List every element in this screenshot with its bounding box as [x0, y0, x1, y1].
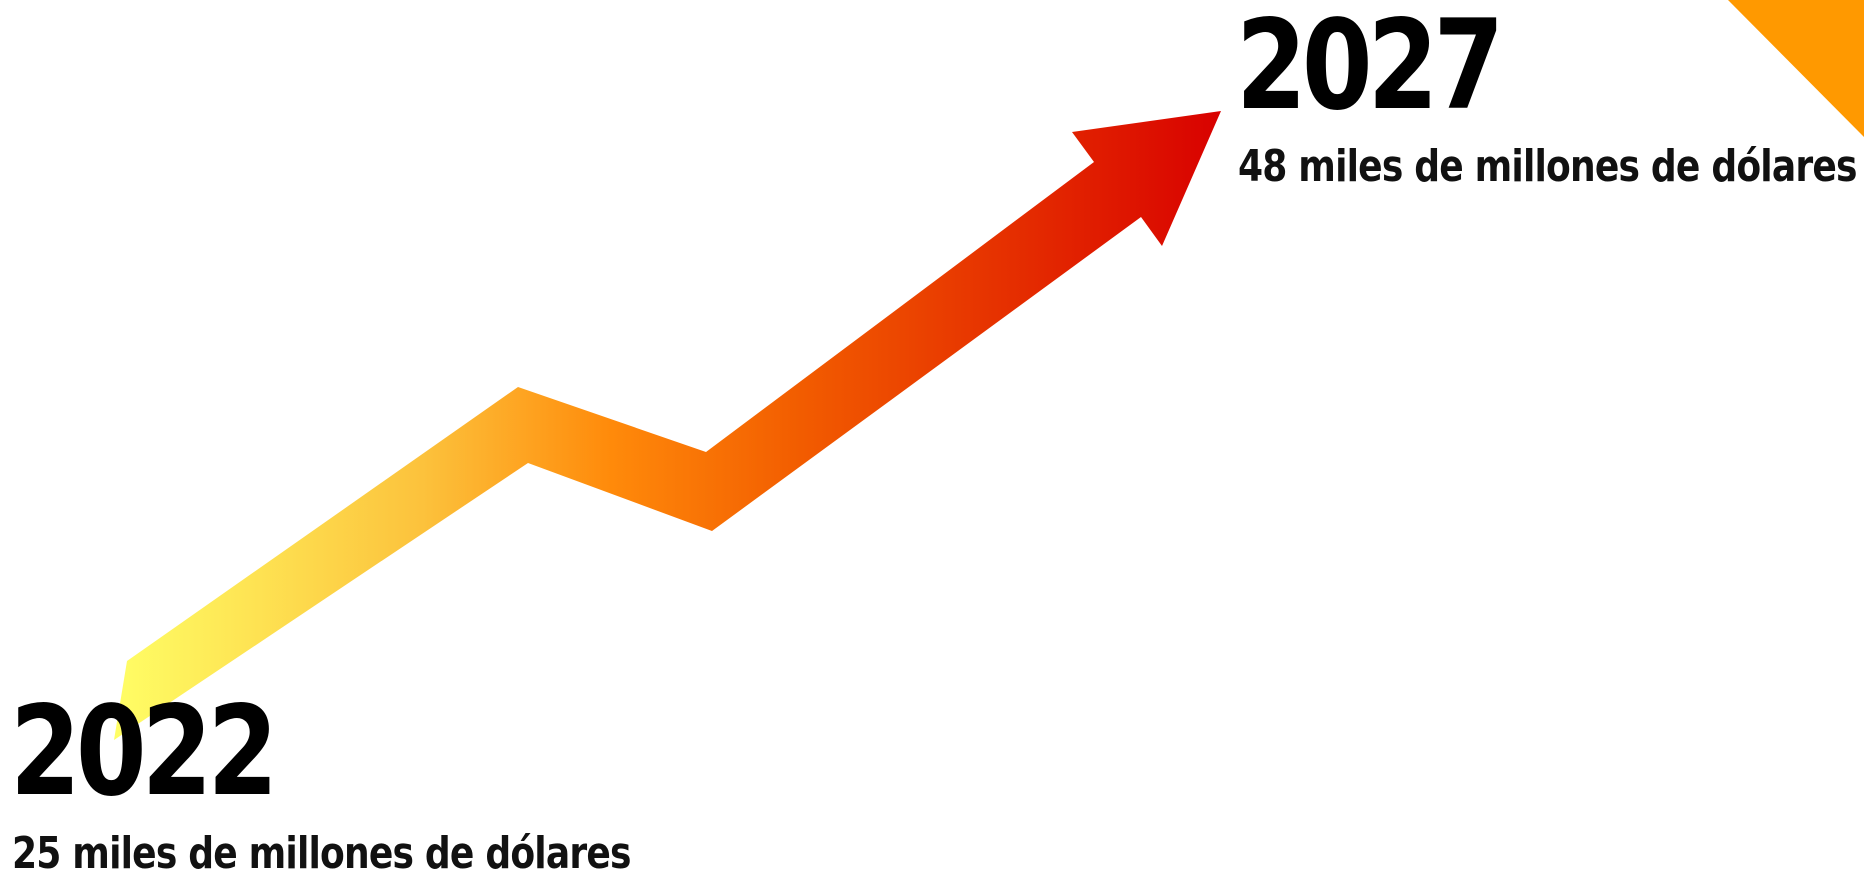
- end-year-label: 2027: [1236, 0, 1504, 138]
- growth-arrow: [114, 111, 1221, 740]
- start-amount-label: 25 miles de millones de dólares: [12, 828, 631, 879]
- corner-accent-triangle: [1728, 0, 1864, 137]
- end-amount-label: 48 miles de millones de dólares: [1238, 141, 1857, 192]
- start-year-label: 2022: [10, 680, 278, 824]
